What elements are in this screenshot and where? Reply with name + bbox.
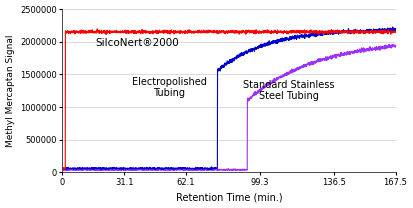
Y-axis label: Methyl Mercaptan Signal: Methyl Mercaptan Signal bbox=[5, 35, 14, 147]
X-axis label: Retention Time (min.): Retention Time (min.) bbox=[176, 192, 282, 202]
Text: Standard Stainless
Steel Tubing: Standard Stainless Steel Tubing bbox=[243, 80, 335, 102]
Text: SilcoNert®2000: SilcoNert®2000 bbox=[96, 38, 180, 48]
Text: Electropolished
Tubing: Electropolished Tubing bbox=[132, 77, 206, 98]
